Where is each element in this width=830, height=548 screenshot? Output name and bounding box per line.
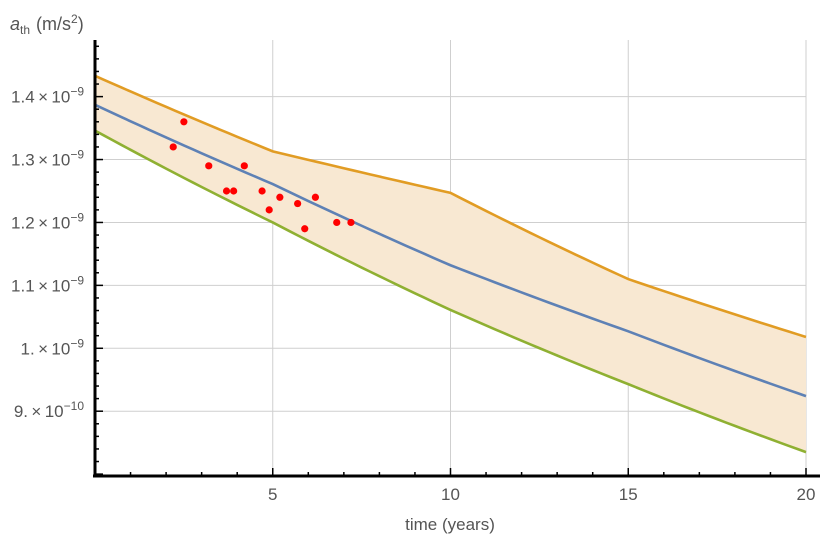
y-label-close: ) <box>78 14 84 34</box>
tick-labels: 5 10 15 20 9. × 10−10 1. × 10−9 1.1 × 10−9 1.2 … <box>11 85 815 504</box>
data-points <box>169 118 355 233</box>
y-tick-label: 1.1 × 10−9 <box>11 273 84 295</box>
data-point <box>169 143 177 151</box>
y-axis-label: ath (m/s2) <box>10 12 84 37</box>
data-point <box>265 206 273 214</box>
data-point <box>276 193 284 201</box>
series-lines <box>94 74 807 454</box>
y-tick-label: 1. × 10−9 <box>20 336 84 358</box>
series-line <box>94 129 807 454</box>
x-tick-label: 5 <box>268 485 277 504</box>
y-tick-label: 1.2 × 10−9 <box>11 210 84 232</box>
y-label-unit: (m/s <box>36 14 71 34</box>
x-axis-label: time (years) <box>405 515 495 534</box>
y-tick-label: 1.4 × 10−9 <box>11 85 84 107</box>
data-point <box>230 187 238 195</box>
x-tick-label: 20 <box>797 485 816 504</box>
x-tick-label: 15 <box>619 485 638 504</box>
y-tick-label: 9. × 10−10 <box>14 399 85 421</box>
y-tick-label: 1.3 × 10−9 <box>11 148 84 170</box>
y-label-base: a <box>10 14 20 34</box>
axes <box>93 40 820 478</box>
series-line <box>94 74 807 339</box>
data-point <box>311 193 320 201</box>
data-point <box>333 218 341 227</box>
y-label-sub: th <box>20 23 30 37</box>
data-point <box>180 118 188 126</box>
grid <box>95 40 807 476</box>
data-point <box>222 187 231 195</box>
data-point <box>347 218 355 227</box>
x-tick-label: 10 <box>441 485 460 504</box>
data-point <box>301 225 309 233</box>
data-point <box>240 162 248 170</box>
series-line <box>94 103 807 398</box>
data-point <box>205 162 213 170</box>
data-point <box>294 199 302 208</box>
data-point <box>258 187 266 195</box>
y-label-sup: 2 <box>71 12 78 26</box>
